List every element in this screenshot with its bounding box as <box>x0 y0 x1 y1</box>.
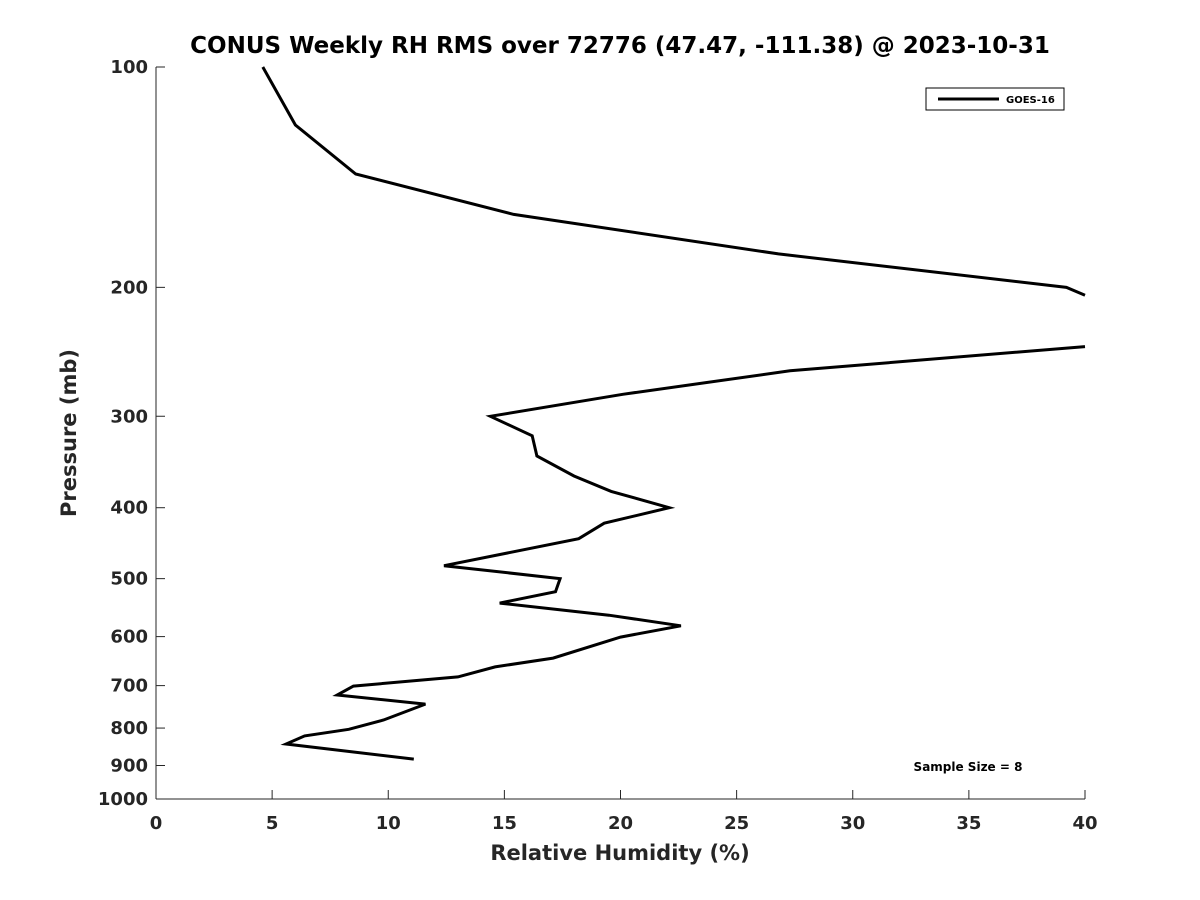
series-line-goes-16 <box>261 66 1086 761</box>
sample-size-annotation: Sample Size = 8 <box>914 760 1023 774</box>
x-tick-label: 10 <box>376 813 401 834</box>
x-tick-label: 25 <box>724 813 749 834</box>
y-tick-label: 200 <box>110 277 148 298</box>
x-tick-label: 40 <box>1072 813 1097 834</box>
y-tick-label: 600 <box>110 627 148 648</box>
chart-title: CONUS Weekly RH RMS over 72776 (47.47, -… <box>190 33 1050 59</box>
y-axis-label: Pressure (mb) <box>57 349 81 517</box>
legend: GOES-16 <box>925 87 1065 111</box>
series-layer <box>261 66 1086 761</box>
x-tick-label: 30 <box>840 813 865 834</box>
y-tick-label: 300 <box>110 406 148 427</box>
x-axis-label: Relative Humidity (%) <box>490 841 749 865</box>
x-tick-label: 0 <box>150 813 163 834</box>
x-tick-label: 5 <box>266 813 279 834</box>
x-tick-label: 15 <box>492 813 517 834</box>
y-tick-label: 800 <box>110 718 148 739</box>
axes: 0 5 10 15 20 25 30 35 40 100 200 300 400 500 600 700 800… <box>98 57 1098 834</box>
x-tick-label: 35 <box>956 813 981 834</box>
y-tick-label: 900 <box>110 756 148 777</box>
y-tick-label: 400 <box>110 498 148 519</box>
legend-label-goes-16: GOES-16 <box>1006 95 1055 106</box>
y-tick-label: 1000 <box>98 789 148 810</box>
y-tick-label: 700 <box>110 676 148 697</box>
x-tick-label: 20 <box>608 813 633 834</box>
y-tick-label: 100 <box>110 57 148 78</box>
y-tick-label: 500 <box>110 569 148 590</box>
